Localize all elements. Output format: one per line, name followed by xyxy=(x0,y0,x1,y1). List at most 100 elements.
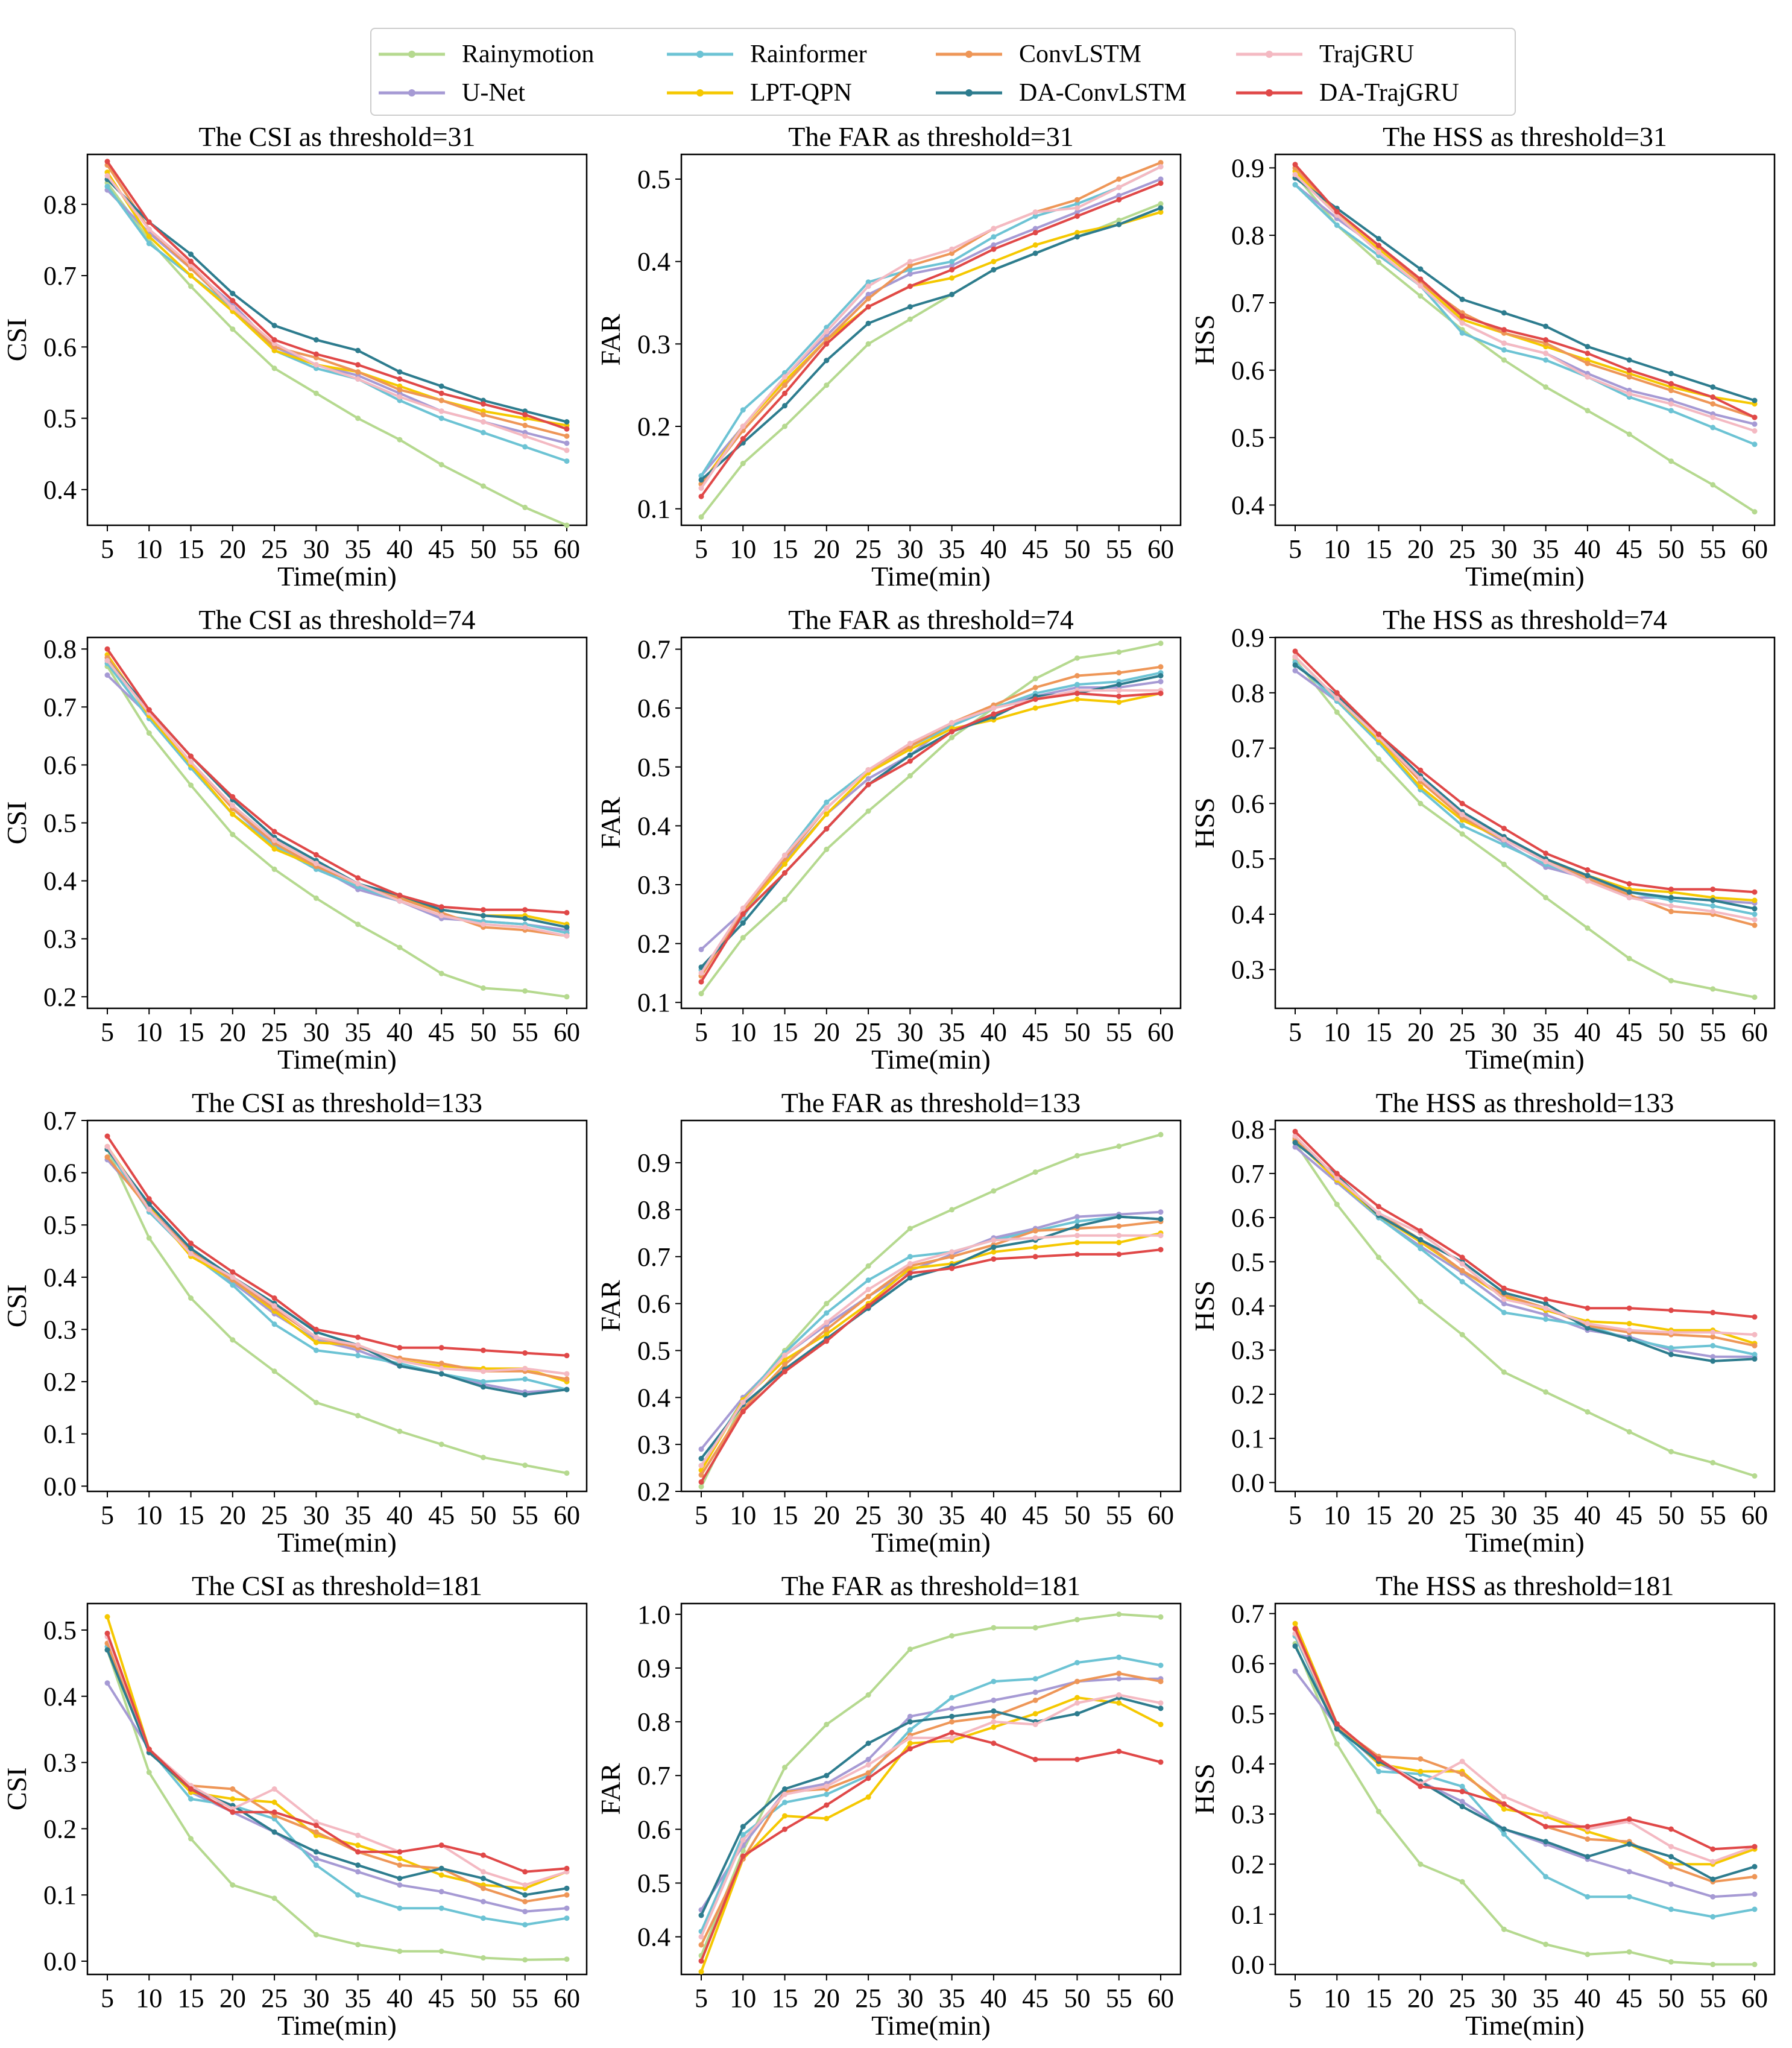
data-point xyxy=(991,242,997,248)
data-point xyxy=(1501,357,1507,363)
y-tick-label: 0.8 xyxy=(43,634,77,664)
data-point xyxy=(481,907,486,913)
series-rainformer xyxy=(1292,1633,1758,1920)
y-tick-label: 0.2 xyxy=(43,1814,77,1844)
x-tick-label: 10 xyxy=(1323,534,1350,564)
x-tick-label: 10 xyxy=(730,1017,756,1047)
x-tick-label: 35 xyxy=(1533,1017,1559,1047)
data-point xyxy=(698,1969,704,1974)
data-point xyxy=(104,672,110,678)
x-tick-label: 25 xyxy=(1449,1983,1475,2013)
data-point xyxy=(1459,812,1465,818)
data-point xyxy=(1710,1914,1716,1920)
y-tick-label: 0.7 xyxy=(637,1761,670,1790)
series-trajgru xyxy=(104,1143,570,1377)
data-point xyxy=(1074,230,1080,236)
series-convlstm xyxy=(104,1154,570,1382)
data-point xyxy=(1418,266,1424,272)
legend: Rainymotion U-Net Rainformer LPT-QPN Con… xyxy=(370,28,1516,116)
x-tick-label: 15 xyxy=(1366,1983,1392,2013)
data-point xyxy=(1585,361,1591,367)
legend-label: DA-ConvLSTM xyxy=(1019,79,1187,107)
data-point xyxy=(564,426,570,432)
series-line xyxy=(1294,1146,1755,1358)
data-point xyxy=(481,401,486,407)
x-tick-label: 40 xyxy=(1574,534,1601,564)
data-point xyxy=(1501,1806,1507,1812)
y-tick-label: 0.4 xyxy=(43,867,77,896)
data-point xyxy=(313,1862,319,1868)
series-rainformer xyxy=(698,670,1164,973)
data-point xyxy=(1668,458,1674,464)
data-point xyxy=(949,1730,955,1736)
data-point xyxy=(355,875,361,881)
x-tick-label: 15 xyxy=(772,1983,798,2013)
y-tick-label: 0.5 xyxy=(43,809,77,838)
data-point xyxy=(1032,675,1038,681)
series-trajgru xyxy=(698,687,1164,976)
y-tick-label: 0.3 xyxy=(43,1748,77,1778)
data-point xyxy=(949,1735,955,1741)
x-tick-label: 50 xyxy=(470,534,496,564)
data-point xyxy=(865,1762,871,1768)
data-point xyxy=(1752,906,1758,912)
y-tick-label: 0.4 xyxy=(1231,900,1264,929)
data-point xyxy=(949,728,955,735)
y-tick-label: 0.5 xyxy=(637,1868,670,1898)
data-point xyxy=(991,259,997,265)
data-point xyxy=(1292,648,1298,654)
data-point xyxy=(481,429,486,435)
x-axis-label: Time(min) xyxy=(1465,1527,1585,1558)
data-point xyxy=(564,909,570,915)
data-point xyxy=(1116,1214,1122,1220)
y-tick-label: 0.2 xyxy=(637,1477,670,1506)
data-point xyxy=(397,376,403,382)
data-point xyxy=(1074,1660,1080,1666)
data-point xyxy=(1158,664,1164,670)
data-point xyxy=(104,1647,110,1653)
series-line xyxy=(700,1234,1161,1467)
data-point xyxy=(230,1274,236,1280)
y-tick-label: 0.4 xyxy=(1231,1292,1264,1321)
x-tick-label: 25 xyxy=(261,1500,288,1530)
data-point xyxy=(698,1942,704,1948)
y-tick-label: 0.1 xyxy=(1231,1424,1264,1453)
y-tick-label: 0.6 xyxy=(1231,1649,1264,1679)
data-point xyxy=(698,1912,704,1918)
data-point xyxy=(865,1740,871,1746)
series-lpt-qpn xyxy=(104,1143,570,1385)
series-line xyxy=(1294,177,1755,402)
data-point xyxy=(865,782,871,788)
series-rainformer xyxy=(104,1146,570,1392)
data-point xyxy=(1158,1678,1164,1684)
y-tick-label: 0.5 xyxy=(43,1210,77,1240)
data-point xyxy=(907,1270,913,1276)
series-rainformer xyxy=(1292,1137,1758,1357)
data-point xyxy=(865,1303,871,1309)
data-point xyxy=(949,1695,955,1701)
data-point xyxy=(1710,897,1716,903)
data-point xyxy=(481,419,486,425)
series-line xyxy=(700,178,1161,477)
x-tick-label: 15 xyxy=(772,1500,798,1530)
data-point xyxy=(740,1824,746,1830)
series-line xyxy=(1294,1135,1755,1336)
data-point xyxy=(564,1470,570,1476)
data-point xyxy=(230,305,236,311)
data-point xyxy=(397,1862,403,1868)
x-tick-label: 50 xyxy=(1658,1017,1684,1047)
chart-title: The HSS as threshold=31 xyxy=(1383,121,1667,152)
data-point xyxy=(104,159,110,165)
series-da-trajgru xyxy=(104,646,570,915)
data-point xyxy=(1585,344,1591,350)
data-point xyxy=(1158,1216,1164,1222)
data-point xyxy=(1334,709,1340,715)
data-point xyxy=(1668,887,1674,893)
data-point xyxy=(522,1350,528,1356)
legend-item-convlstm: ConvLSTM xyxy=(936,36,1141,72)
legend-item-rainformer: Rainformer xyxy=(667,36,867,72)
data-point xyxy=(991,226,997,232)
data-point xyxy=(1710,414,1716,420)
x-tick-label: 45 xyxy=(1022,534,1049,564)
x-tick-label: 25 xyxy=(1449,1500,1475,1530)
